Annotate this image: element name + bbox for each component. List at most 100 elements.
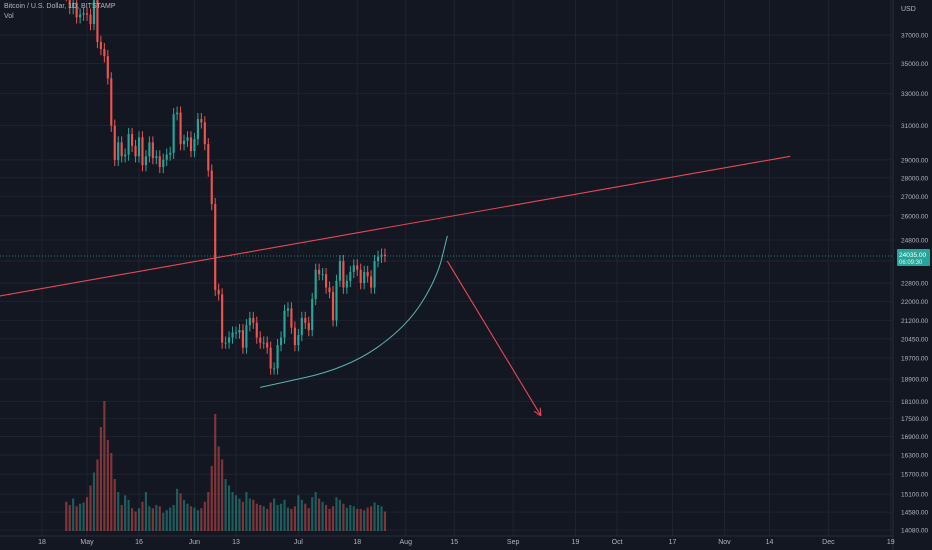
candle-body — [383, 254, 387, 257]
volume-bar — [96, 459, 99, 531]
candle-body — [345, 280, 348, 288]
volume-bar — [373, 502, 376, 531]
time-tick-label: 17 — [669, 539, 677, 546]
time-tick-label: 18 — [38, 539, 46, 546]
candle-body — [221, 294, 224, 343]
price-axis-currency: USD — [901, 6, 916, 13]
candle-body — [373, 261, 376, 288]
volume-bar — [349, 505, 352, 531]
price-tick-label: 22000.00 — [901, 299, 928, 306]
candle-body — [151, 142, 154, 159]
candle-body — [134, 145, 137, 157]
volume-bar — [169, 507, 172, 531]
candle-body — [189, 137, 193, 152]
volume-bar — [331, 506, 335, 531]
volume-bar — [124, 495, 127, 531]
candle-body — [366, 271, 369, 277]
price-tick-label: 19700.00 — [901, 355, 928, 362]
candle-body — [130, 133, 134, 146]
volume-bar — [203, 501, 206, 531]
volume-bar — [335, 497, 338, 531]
volume-bar — [252, 499, 255, 531]
candle-body — [370, 276, 373, 288]
candle-body — [172, 114, 175, 153]
volume-bar — [217, 446, 220, 531]
volume-bar — [130, 508, 134, 531]
current-price-badge — [897, 249, 930, 267]
candle-body — [200, 119, 203, 123]
volume-bar — [117, 492, 120, 531]
volume-bar — [269, 502, 272, 531]
volume-bar — [200, 508, 203, 531]
candles — [65, 0, 387, 375]
candle-body — [262, 342, 265, 344]
volume-bar — [79, 503, 82, 531]
volume-bar — [262, 506, 265, 531]
current-price-label: 24035.00 — [899, 252, 926, 259]
candle-body — [165, 154, 168, 160]
volume-bar — [214, 414, 217, 531]
resistance-trendline — [0, 155, 791, 297]
candle-body — [148, 142, 151, 157]
volume-bar — [318, 498, 321, 531]
candle-body — [297, 335, 300, 346]
candle-body — [127, 133, 130, 155]
volume-bar — [82, 502, 85, 531]
candle-body — [120, 142, 123, 157]
candle-body — [210, 170, 213, 205]
volume-bar — [144, 492, 148, 531]
volume-bar — [314, 492, 317, 531]
time-tick-label: 18 — [353, 539, 361, 546]
volume-bar — [99, 427, 102, 531]
candle-body — [106, 56, 109, 79]
candle-body — [224, 342, 227, 344]
volume-bar — [224, 479, 227, 531]
volume-bar — [283, 499, 286, 531]
price-tick-label: 15100.00 — [901, 492, 928, 499]
volume-bar — [259, 505, 262, 531]
price-tick-label: 14080.00 — [901, 528, 928, 535]
candle-body — [193, 139, 196, 152]
price-tick-label: 21200.00 — [901, 318, 928, 325]
price-tick-label: 16300.00 — [901, 452, 928, 459]
volume-bar — [207, 492, 210, 531]
candle-body — [182, 140, 186, 145]
candle-body — [176, 112, 179, 115]
volume-legend-label: Vol — [4, 13, 14, 20]
volume-bar — [359, 508, 362, 531]
price-tick-label: 26000.00 — [901, 213, 928, 220]
candle-body — [144, 156, 148, 166]
price-tick-label: 24800.00 — [901, 237, 928, 244]
candle-body — [179, 112, 182, 145]
volume-bar — [89, 485, 92, 531]
candle-body — [113, 125, 116, 160]
candle-body — [335, 280, 338, 321]
candle-body — [376, 256, 380, 262]
volume-bar — [85, 497, 89, 531]
candle-body — [75, 2, 78, 18]
candle-body — [293, 327, 296, 346]
volume-bar — [234, 495, 238, 531]
price-tick-label: 18100.00 — [901, 399, 928, 406]
volume-bar — [186, 503, 189, 531]
candle-body — [137, 137, 141, 157]
volume-bar — [356, 508, 359, 531]
candle-body — [331, 292, 335, 321]
candle-body — [234, 332, 238, 334]
candle-body — [290, 308, 293, 328]
volume-bar — [380, 506, 383, 531]
volume-bar — [273, 498, 276, 531]
time-tick-label: 13 — [232, 539, 240, 546]
volume-bar — [113, 479, 116, 531]
volume-bar — [141, 501, 144, 531]
candle-body — [273, 368, 276, 370]
volume-bar — [148, 506, 151, 531]
time-tick-label: 19 — [887, 539, 895, 546]
time-tick-label: Jul — [294, 539, 303, 546]
candle-body — [363, 271, 366, 284]
candle-body — [155, 156, 158, 159]
volume-bar — [307, 508, 310, 531]
candle-body — [279, 337, 283, 346]
volume-bar — [221, 459, 224, 531]
